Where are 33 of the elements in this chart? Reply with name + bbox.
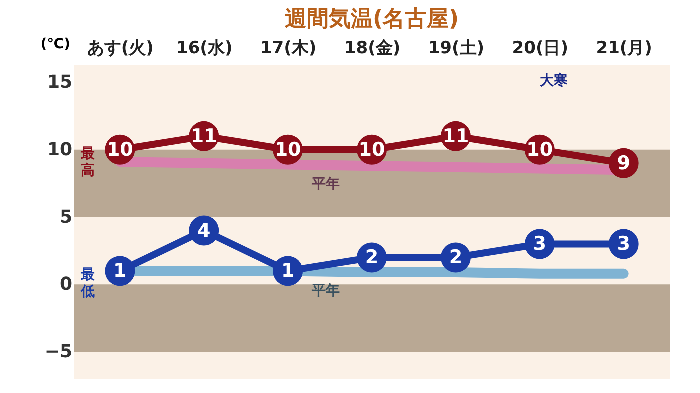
data-label: 11 [190, 125, 218, 148]
series-label: 最高 [80, 146, 96, 179]
x-tick-label: 20(日) [512, 38, 568, 58]
x-tick-label: 19(土) [428, 38, 485, 58]
chart-title: 週間気温(名古屋) [284, 7, 460, 32]
x-tick-label: 16(水) [176, 38, 233, 58]
series-label: 平年 [311, 283, 340, 300]
x-tick-label: あす(火) [87, 38, 154, 58]
data-label: 11 [442, 125, 470, 148]
x-tick-label: 21(月) [596, 38, 652, 58]
series-label: 平年 [311, 176, 340, 193]
data-label: 3 [533, 233, 547, 256]
data-label: 3 [617, 233, 630, 256]
data-label: 1 [281, 260, 295, 282]
series-label: 最低 [80, 267, 96, 300]
y-tick-label: −5 [44, 342, 72, 363]
x-tick-label: 18(金) [344, 38, 401, 58]
annotation: 大寒 [540, 72, 568, 89]
data-label: 1 [114, 260, 127, 282]
y-tick-label: 10 [47, 139, 72, 160]
y-tick-label: 5 [60, 206, 72, 228]
data-label: 10 [358, 138, 386, 161]
y-tick-label: 15 [47, 72, 72, 94]
data-label: 9 [617, 152, 630, 174]
y-axis-title: (℃) [40, 36, 70, 52]
data-label: 4 [197, 220, 211, 242]
data-label: 10 [274, 138, 302, 161]
data-label: 2 [365, 246, 379, 269]
data-label: 10 [526, 138, 554, 161]
x-tick-label: 17(木) [260, 38, 317, 58]
data-label: 10 [106, 138, 134, 161]
y-tick-label: 0 [60, 274, 72, 296]
data-label: 2 [449, 246, 463, 269]
